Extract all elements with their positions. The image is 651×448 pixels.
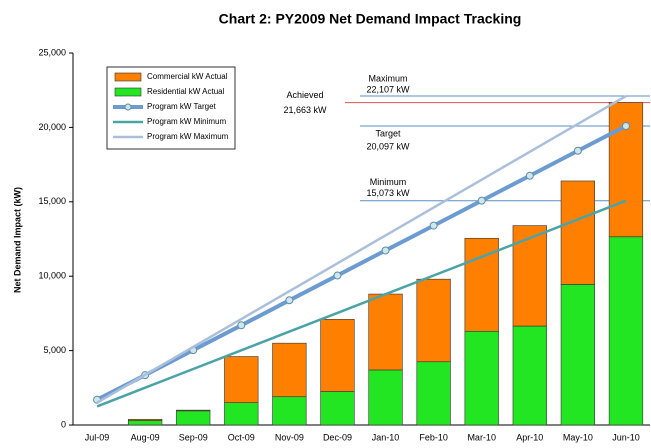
y-tick-label: 25,000	[38, 47, 66, 57]
bar-segment	[320, 319, 355, 392]
bar-segment	[560, 284, 596, 426]
bar-segment	[224, 402, 259, 426]
bar-segment	[512, 325, 547, 426]
line-series	[96, 94, 627, 404]
bar-segment	[320, 391, 355, 426]
annotation-label: Minimum	[370, 177, 407, 187]
bar-segment	[512, 225, 547, 327]
line-marker	[573, 146, 582, 155]
legend-label: Commercial kW Actual	[147, 72, 228, 81]
line-marker	[525, 171, 534, 180]
bar-segment	[127, 419, 163, 421]
bar-segment	[464, 330, 499, 426]
annotation-value: 20,097 kW	[366, 141, 410, 151]
legend-marker	[124, 103, 132, 111]
legend-label: Residential kW Actual	[147, 87, 225, 96]
annotation-value: 21,663 kW	[283, 105, 327, 115]
bar-segment	[560, 180, 596, 285]
bar-segment	[368, 293, 403, 371]
line-marker	[333, 271, 342, 280]
y-tick-label: 10,000	[38, 271, 66, 281]
line-marker	[477, 196, 486, 205]
chart-title: Chart 2: PY2009 Net Demand Impact Tracki…	[219, 11, 522, 27]
line-marker	[285, 296, 294, 305]
y-tick-label: 0	[61, 419, 66, 429]
line-series	[96, 199, 627, 408]
x-tick-label: Mar-10	[467, 432, 496, 442]
line-marker	[237, 321, 246, 330]
line-marker	[429, 221, 438, 230]
x-tick-label: Feb-10	[419, 432, 448, 442]
bar-segment	[368, 369, 403, 426]
line-marker	[381, 246, 390, 255]
legend-swatch	[114, 72, 142, 82]
x-tick-label: Jan-10	[372, 432, 400, 442]
bar-segment	[272, 342, 307, 398]
legend-label: Program kW Maximum	[147, 132, 229, 141]
y-tick-label: 15,000	[38, 196, 66, 206]
y-axis-title: Net Demand Impact (kW)	[12, 187, 22, 293]
bar-segment	[224, 356, 259, 403]
bar-segment	[416, 361, 451, 426]
y-tick-label: 5,000	[43, 345, 66, 355]
x-tick-label: Sep-09	[179, 432, 208, 442]
bar-segment	[416, 278, 451, 363]
x-tick-label: May-10	[563, 432, 593, 442]
annotation-label: Achieved	[286, 90, 323, 100]
x-tick-label: Oct-09	[228, 432, 255, 442]
bar-segment	[127, 420, 163, 426]
annotation-value: 22,107 kW	[366, 84, 410, 94]
y-tick-label: 20,000	[38, 122, 66, 132]
x-tick-label: Jul-09	[85, 432, 110, 442]
x-tick-label: Nov-09	[275, 432, 304, 442]
x-tick-label: Aug-09	[131, 432, 160, 442]
annotation-value: 15,073 kW	[366, 188, 410, 198]
x-tick-label: Jun-10	[612, 432, 640, 442]
bar-segment	[272, 396, 307, 426]
bar-segment	[176, 410, 211, 426]
line-marker	[621, 121, 630, 130]
x-tick-label: Dec-09	[323, 432, 352, 442]
annotation-label: Target	[375, 128, 401, 138]
legend-swatch	[114, 87, 142, 97]
legend-label: Program kW Target	[147, 102, 217, 111]
line-series	[96, 124, 627, 402]
bar-segment	[608, 236, 644, 426]
x-tick-label: Apr-10	[516, 432, 543, 442]
bar-segment	[176, 409, 211, 412]
legend-label: Program kW Minimum	[147, 117, 226, 126]
legend: Commercial kW Actual Residential kW Actua…	[106, 66, 236, 150]
annotation-label: Maximum	[368, 73, 407, 83]
